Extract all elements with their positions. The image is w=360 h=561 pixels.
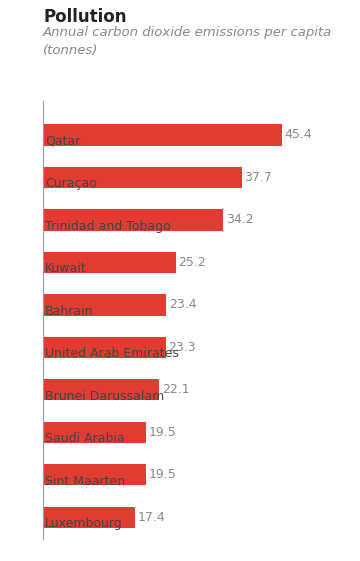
Text: 45.4: 45.4 bbox=[285, 128, 312, 141]
Text: 25.2: 25.2 bbox=[179, 256, 206, 269]
Bar bbox=[43, 337, 166, 358]
Text: Luxembourg: Luxembourg bbox=[45, 517, 122, 530]
Text: 17.4: 17.4 bbox=[138, 511, 165, 524]
Bar bbox=[43, 464, 146, 485]
Text: 37.7: 37.7 bbox=[244, 171, 272, 184]
Text: United Arab Emirates: United Arab Emirates bbox=[45, 347, 179, 360]
Text: 23.3: 23.3 bbox=[168, 341, 196, 354]
Text: 19.5: 19.5 bbox=[148, 426, 176, 439]
Text: Qatar: Qatar bbox=[45, 135, 80, 148]
Text: Annual carbon dioxide emissions per capita
(tonnes): Annual carbon dioxide emissions per capi… bbox=[43, 26, 332, 57]
Bar bbox=[43, 507, 135, 528]
Text: Curaçao: Curaçao bbox=[45, 177, 96, 190]
Text: 23.4: 23.4 bbox=[169, 298, 197, 311]
Bar bbox=[43, 252, 176, 273]
Text: Trinidad and Tobago: Trinidad and Tobago bbox=[45, 220, 171, 233]
Text: Pollution: Pollution bbox=[43, 8, 127, 26]
Text: 34.2: 34.2 bbox=[226, 213, 253, 227]
Text: Brunei Darussalam: Brunei Darussalam bbox=[45, 389, 164, 403]
Text: Kuwait: Kuwait bbox=[45, 262, 86, 275]
Text: Sint Maarten: Sint Maarten bbox=[45, 475, 125, 488]
Text: 19.5: 19.5 bbox=[148, 468, 176, 481]
Bar bbox=[43, 167, 242, 188]
Bar bbox=[43, 209, 223, 231]
Text: 22.1: 22.1 bbox=[162, 383, 190, 397]
Text: Bahrain: Bahrain bbox=[45, 305, 93, 318]
Bar bbox=[43, 125, 282, 146]
Bar bbox=[43, 379, 159, 401]
Bar bbox=[43, 422, 146, 443]
Bar bbox=[43, 295, 166, 315]
Text: Saudi Arabia: Saudi Arabia bbox=[45, 432, 125, 445]
